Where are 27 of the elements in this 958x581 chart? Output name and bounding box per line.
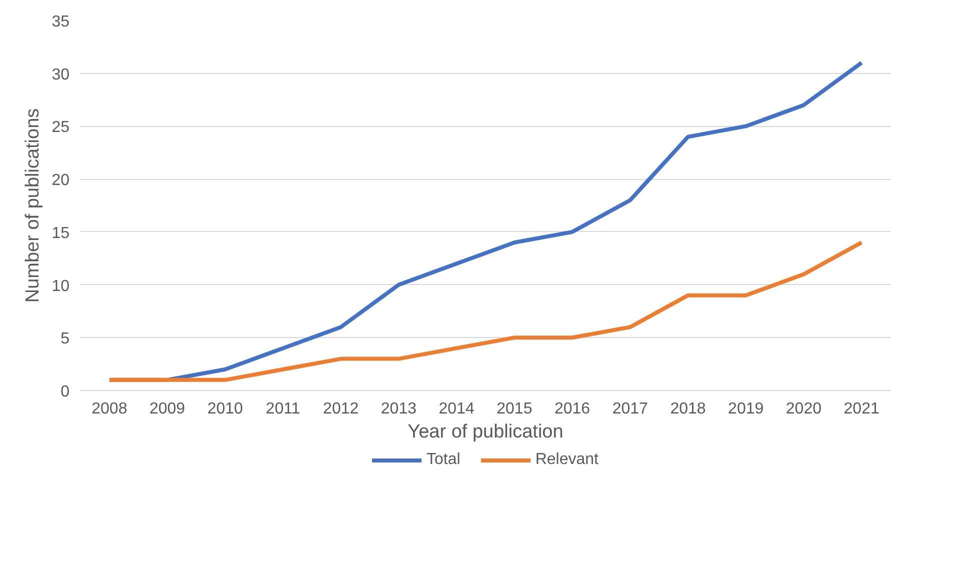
x-tick-label: 2008 — [92, 400, 128, 418]
y-tick-label: 5 — [60, 330, 70, 348]
x-tick-label: 2010 — [207, 400, 244, 418]
x-tick-label: 2016 — [554, 400, 590, 418]
y-tick-label: 0 — [60, 384, 70, 400]
x-tick-label: 2013 — [380, 400, 417, 418]
x-tick-label: 2018 — [670, 400, 706, 418]
x-tick-label: 2009 — [149, 400, 186, 418]
y-axis-title: Number of publications — [22, 108, 44, 303]
line-series — [107, 240, 864, 382]
x-tick-label: 2017 — [612, 400, 648, 418]
legend-label: Relevant — [535, 451, 598, 469]
x-axis-title: Year of publication — [408, 422, 564, 442]
y-tick-label: 20 — [52, 172, 70, 190]
y-tick-label: 15 — [52, 224, 70, 242]
x-tick-label: 2021 — [844, 400, 880, 418]
y-tick-label: 30 — [52, 66, 70, 84]
x-tick-label: 2012 — [323, 400, 359, 418]
y-tick-label: 35 — [52, 14, 70, 30]
x-tick-label: 2014 — [438, 400, 474, 418]
legend-label: Total — [426, 451, 460, 469]
y-tick-label: 25 — [52, 119, 70, 136]
y-tick-label: 10 — [52, 278, 70, 295]
x-tick-label: 2011 — [266, 400, 300, 418]
x-tick-label: 2019 — [728, 400, 764, 418]
x-tick-label: 2015 — [496, 400, 532, 418]
x-tick-label: 2020 — [786, 400, 822, 418]
